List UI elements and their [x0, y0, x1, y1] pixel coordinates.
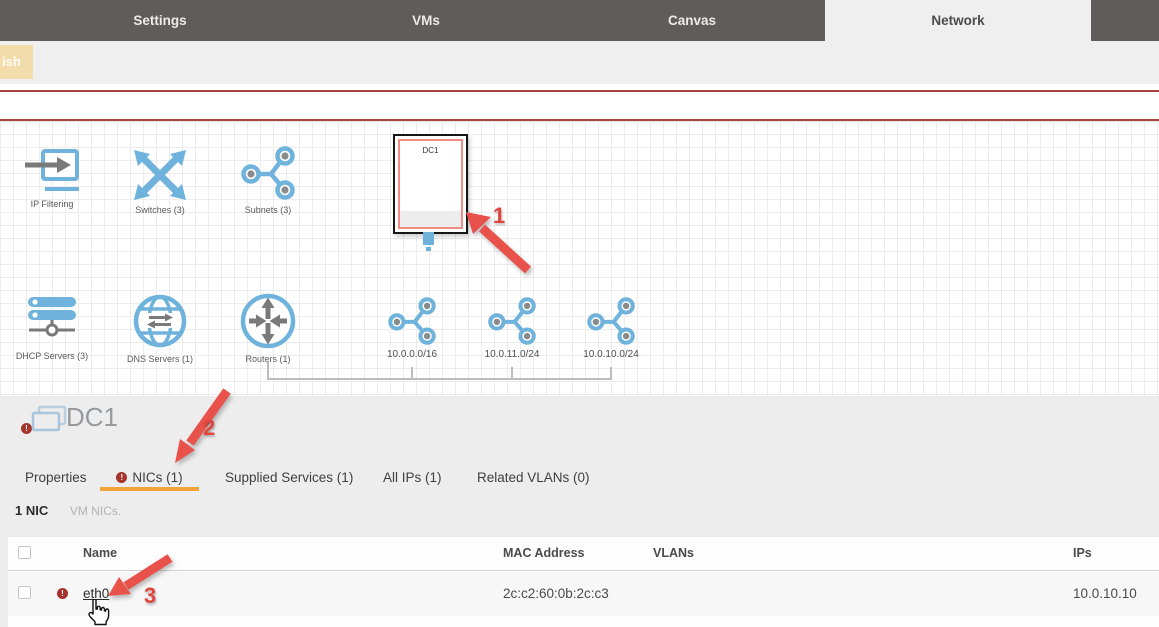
canvas-item-ip-filtering[interactable]: IP Filtering	[0, 148, 107, 209]
tab-all-ips[interactable]: All IPs (1)	[383, 462, 442, 492]
nic-name-link[interactable]: eth0	[83, 586, 110, 601]
tab-related-vlans[interactable]: Related VLANs (0)	[477, 462, 590, 492]
table-header-row: Name MAC Address VLANs IPs	[8, 537, 1159, 571]
subnet-node-label: 10.0.0.0/16	[386, 349, 438, 360]
connector-subnet2-stub	[511, 367, 513, 379]
dc1-node[interactable]: DC1	[393, 134, 468, 234]
warning-icon	[21, 423, 32, 434]
tab-canvas[interactable]: Canvas	[667, 13, 717, 28]
column-header-mac: MAC Address	[503, 546, 585, 560]
hand-cursor-icon	[88, 599, 110, 626]
nic-mac-value: 2c:c2:60:0b:2c:c3	[503, 586, 609, 601]
canvas-item-dns-servers[interactable]: DNS Servers (1)	[105, 293, 215, 364]
canvas-item-switches[interactable]: Switches (3)	[105, 150, 215, 215]
canvas-item-label: DHCP Servers (3)	[15, 351, 89, 361]
subnet-icon	[556, 297, 666, 345]
tab-label: NICs (1)	[132, 469, 183, 485]
canvas-item-label: IP Filtering	[30, 199, 74, 209]
divider-rule-top	[0, 90, 1159, 92]
nic-count: 1 NIC	[15, 503, 49, 518]
canvas-item-subnets[interactable]: Subnets (3)	[213, 146, 323, 215]
canvas-item-label: Subnets (3)	[244, 205, 292, 215]
subnet-node-10-0-10-0[interactable]: 10.0.10.0/24	[556, 297, 666, 360]
connector-horizontal	[267, 378, 612, 380]
nic-summary: 1 NIC VM NICs.	[15, 503, 121, 518]
vm-monitor-icon	[31, 405, 67, 438]
tab-label: Related VLANs (0)	[477, 469, 590, 485]
dc1-node-inner: DC1	[398, 139, 463, 229]
canvas-item-dhcp-servers[interactable]: DHCP Servers (3)	[0, 296, 107, 361]
column-header-name: Name	[83, 546, 118, 560]
table-row[interactable]: eth0 2c:c2:60:0b:2c:c3 10.0.10.10	[8, 572, 1159, 616]
canvas-item-label: Switches (3)	[135, 205, 185, 215]
tab-label: All IPs (1)	[383, 469, 442, 485]
row-checkbox[interactable]	[18, 586, 31, 599]
subnet-icon	[457, 297, 567, 345]
dc1-connector-dot	[426, 247, 431, 251]
connector-subnet1-stub	[411, 367, 413, 379]
column-header-ips: IPs	[1073, 546, 1092, 560]
switches-icon	[105, 150, 215, 200]
subnet-node-label: 10.0.10.0/24	[583, 349, 639, 360]
nic-ips-value: 10.0.10.10	[1073, 586, 1137, 601]
annotation-arrow-1	[466, 212, 532, 274]
annotation-step-1: 1	[493, 203, 506, 228]
annotation-arrow-3	[108, 554, 173, 596]
dc1-node-footer	[400, 211, 461, 227]
subnet-node-label: 10.0.11.0/24	[484, 349, 540, 360]
canvas-item-label: DNS Servers (1)	[126, 354, 193, 364]
dc1-connector-port	[423, 232, 434, 245]
tab-nics[interactable]: NICs (1)	[100, 462, 199, 492]
toolbar-band	[0, 41, 1159, 84]
tab-properties[interactable]: Properties	[25, 462, 87, 492]
network-canvas[interactable]: IP Filtering Switches (3)	[0, 119, 1159, 396]
routers-icon	[213, 293, 323, 349]
active-tab-underline	[100, 487, 199, 491]
connector-router-stub	[267, 362, 269, 380]
connector-subnet3-stub	[610, 367, 612, 379]
tab-settings[interactable]: Settings	[133, 13, 187, 28]
warning-icon	[57, 588, 68, 599]
annotation-step-2: 2	[203, 415, 216, 440]
dhcp-servers-icon	[0, 296, 107, 346]
annotation-arrow-2	[175, 388, 231, 463]
tab-supplied-services[interactable]: Supplied Services (1)	[225, 462, 353, 492]
canvas-item-label: Routers (1)	[245, 354, 291, 364]
subnet-node-10-0-0-0[interactable]: 10.0.0.0/16	[357, 297, 467, 360]
nic-subtitle: VM NICs.	[69, 504, 122, 518]
warning-icon	[116, 471, 128, 483]
dns-servers-icon	[105, 293, 215, 349]
subnet-icon	[357, 297, 467, 345]
annotation-step-3: 3	[144, 583, 157, 608]
ip-filtering-icon	[0, 148, 107, 194]
tab-vms[interactable]: VMs	[412, 13, 440, 28]
dc1-node-label: DC1	[422, 146, 439, 155]
top-tab-bar: Settings VMs Canvas Network	[0, 0, 1159, 41]
nic-table: Name MAC Address VLANs IPs eth0 2c:c2:60…	[8, 537, 1159, 627]
subnet-node-10-0-11-0[interactable]: 10.0.11.0/24	[457, 297, 567, 360]
panel-title: DC1	[66, 402, 119, 432]
subnets-icon	[213, 146, 323, 200]
tab-label: Properties	[25, 469, 87, 485]
select-all-checkbox[interactable]	[18, 546, 31, 559]
canvas-item-routers[interactable]: Routers (1)	[213, 293, 323, 364]
column-header-vlans: VLANs	[653, 546, 694, 560]
tab-label: Supplied Services (1)	[225, 469, 354, 485]
tab-network[interactable]: Network	[825, 0, 1091, 41]
publish-button-fragment[interactable]: ish	[0, 45, 33, 79]
